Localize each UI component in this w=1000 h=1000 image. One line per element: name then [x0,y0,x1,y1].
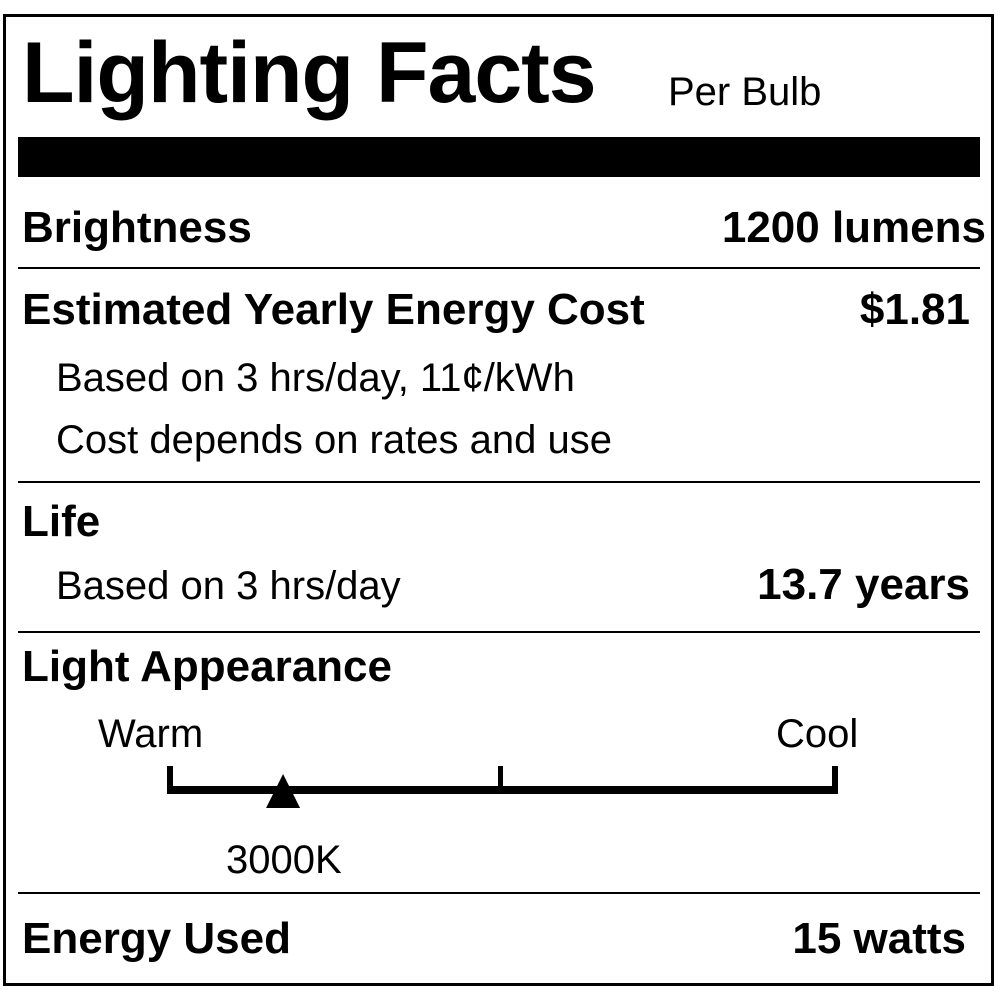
scale-tick [498,766,503,794]
energy-used-label: Energy Used [22,914,291,963]
life-label: Life [22,497,101,546]
label-border [3,14,994,986]
warm-label: Warm [98,712,204,756]
title-bar [18,137,980,177]
life-value: 13.7 years [757,560,970,609]
brightness-label: Brightness [22,203,252,252]
divider [18,892,980,894]
energy-cost-note: Based on 3 hrs/day, 11¢/kWh [56,356,575,400]
divider [18,267,980,269]
divider [18,481,980,483]
energy-cost-value: $1.81 [859,285,970,334]
label-subtitle: Per Bulb [668,70,822,114]
energy-cost-label: Estimated Yearly Energy Cost [22,285,645,334]
life-note: Based on 3 hrs/day [56,564,401,608]
scale-tick [832,766,838,794]
marker-label: 3000K [226,838,342,882]
appearance-label: Light Appearance [22,642,392,691]
label-title: Lighting Facts [22,25,597,121]
energy-used-value: 15 watts [792,914,966,963]
cool-label: Cool [776,712,859,756]
divider [18,631,980,633]
brightness-value: 1200 lumens [721,203,986,252]
color-temperature-marker [266,774,301,808]
scale-tick [167,766,173,794]
energy-cost-note: Cost depends on rates and use [56,418,612,462]
